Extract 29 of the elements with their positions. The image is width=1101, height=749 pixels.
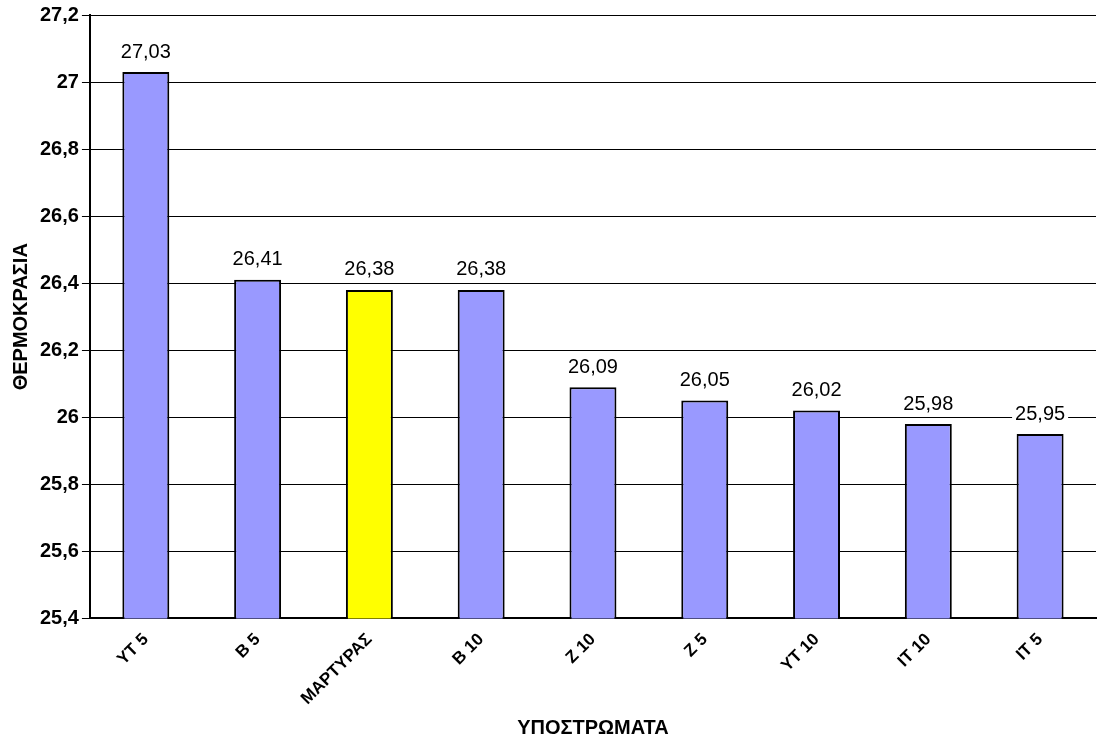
y-tick-label: 26,4 [39,270,80,293]
y-tick-label: 26 [56,404,79,427]
x-tick-label: ΙΤ 5 [1012,629,1047,664]
y-tick-label: 27,2 [39,2,79,25]
data-label: 25,98 [903,391,954,414]
x-tick-label: Ζ 5 [680,629,711,661]
x-tick-label: ΙΤ 10 [893,629,935,671]
y-axis-title: ΘΕΡΜΟΚΡΑΣΙΑ [8,243,31,391]
x-tick-label: Ζ 10 [561,629,600,667]
x-tick-label: Β 10 [448,629,488,669]
y-tick-label: 26,8 [39,136,79,159]
data-label: 26,05 [679,368,730,391]
y-tick-label: 26,2 [39,337,79,360]
y-tick-label: 27 [56,69,79,92]
x-tick-label: ΥΤ 5 [113,629,152,669]
x-axis-title: ΥΠΟΣΤΡΩΜΑΤΑ [517,715,669,738]
data-label: 26,38 [456,257,507,280]
y-tick-label: 25,4 [39,606,80,628]
y-tick-label: 25,6 [39,538,79,561]
data-label: 25,95 [1015,401,1066,424]
data-label: 26,02 [791,378,842,401]
y-tick-label: 25,8 [39,471,79,494]
data-label: 26,38 [344,257,395,280]
x-tick-label: Β 5 [231,629,264,662]
y-tick-label: 26,6 [39,203,79,226]
data-label: 27,03 [120,39,171,62]
data-label: 26,09 [567,354,618,377]
x-tick-label: ΥΤ 10 [777,629,823,675]
data-label: 26,41 [232,247,283,270]
